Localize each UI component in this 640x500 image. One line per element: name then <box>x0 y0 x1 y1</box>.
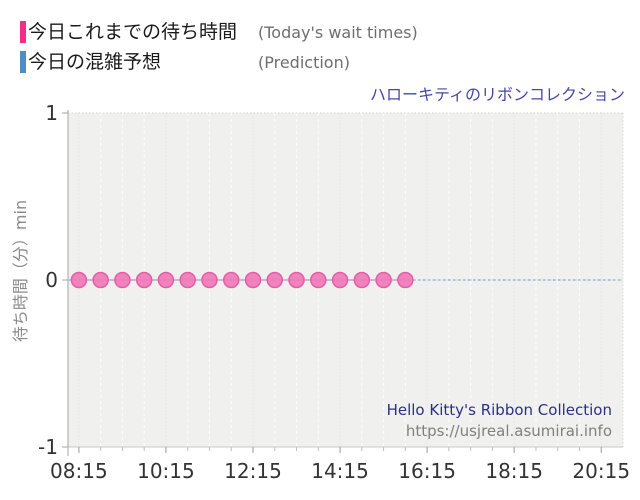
y-tick-label: 1 <box>45 101 58 125</box>
wait-time-point <box>135 271 153 289</box>
x-tick-label: 18:15 <box>485 459 543 483</box>
legend-item-prediction: 今日の混雑予想 (Prediction) <box>20 47 350 77</box>
attraction-name-en: Hello Kitty's Ribbon Collection <box>386 401 612 419</box>
wait-time-point <box>310 271 327 289</box>
wait-time-point <box>288 271 305 289</box>
prediction-label-en: (Prediction) <box>258 52 350 72</box>
wait-time-point <box>201 271 218 289</box>
x-tick-label: 08:15 <box>50 459 108 483</box>
x-tick-label: 12:15 <box>224 459 282 483</box>
prediction-label-jp: 今日の混雑予想 <box>28 50 162 73</box>
y-tick-label: 0 <box>45 268 58 292</box>
prediction-color-swatch <box>20 51 26 73</box>
wait-time-point <box>222 271 240 289</box>
wait-time-point <box>179 271 196 289</box>
wait-time-point <box>244 271 262 289</box>
legend-item-today-wait: 今日これまでの待ち時間 (Today's wait times) <box>20 17 418 47</box>
wait-time-point <box>92 271 109 289</box>
wait-time-point <box>331 271 349 289</box>
wait-time-point <box>114 271 131 289</box>
x-tick-label: 16:15 <box>398 459 456 483</box>
today-wait-label-en: (Today's wait times) <box>258 22 418 42</box>
attraction-title: ハローキティのリボンコレクション <box>369 85 625 104</box>
wait-time-point <box>375 271 392 289</box>
wait-time-point <box>157 271 175 289</box>
today-wait-color-swatch <box>20 21 26 43</box>
x-tick-label: 14:15 <box>311 459 369 483</box>
x-tick-label: 20:15 <box>572 459 630 483</box>
x-tick-label: 10:15 <box>137 459 195 483</box>
today-wait-label-jp: 今日これまでの待ち時間 <box>28 20 238 43</box>
wait-time-point <box>266 271 284 289</box>
wait-time-point <box>70 271 88 289</box>
wait-time-point <box>397 271 414 289</box>
chart-legend: 今日これまでの待ち時間 (Today's wait times) 今日の混雑予想… <box>20 17 418 77</box>
source-url: https://usjreal.asumirai.info <box>405 422 612 440</box>
y-tick-label: -1 <box>38 435 58 459</box>
wait-time-point <box>353 271 371 289</box>
